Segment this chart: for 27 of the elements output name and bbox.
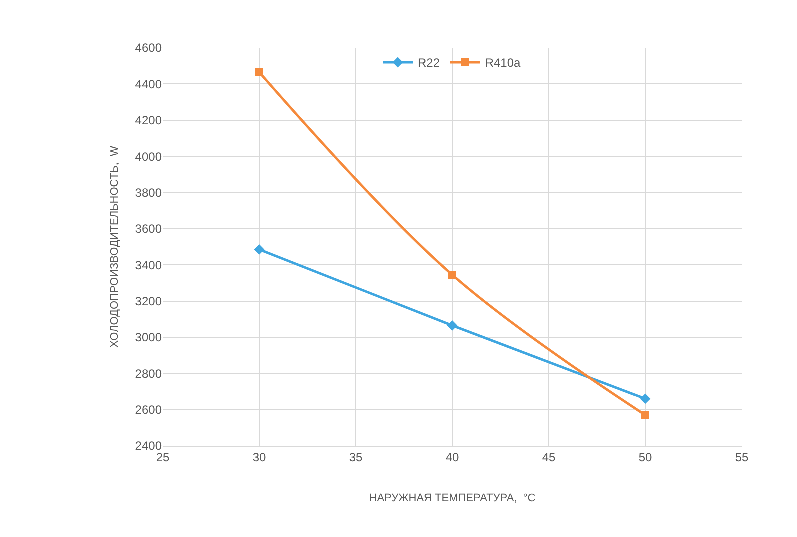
point <box>447 320 458 331</box>
point <box>448 271 456 280</box>
x-tick-label: 40 <box>446 450 460 464</box>
y-tick-label: 4400 <box>135 77 162 92</box>
y-tick-label: 2800 <box>135 366 162 381</box>
point <box>254 244 265 255</box>
point <box>256 68 264 76</box>
point <box>642 411 650 420</box>
y-tick-label: 4200 <box>135 114 162 128</box>
x-tick-label: 30 <box>252 450 266 464</box>
x-axis-title: НАРУЖНАЯ ТЕМПЕРАТУРА, °C <box>369 492 536 505</box>
x-tick-label: 35 <box>349 450 363 464</box>
y-tick-label: 3600 <box>135 222 162 236</box>
y-tick-label: 3200 <box>135 294 162 308</box>
y-tick-label: 4000 <box>135 150 162 164</box>
y-axis-title: ХОЛОДОПРОИЗВОДИТЕЛЬНОСТЬ, W <box>108 146 121 348</box>
y-tick-label: 3000 <box>135 330 162 345</box>
x-tick-label: 55 <box>735 450 749 464</box>
x-tick-label: 45 <box>542 450 556 464</box>
x-tick-label: 50 <box>638 450 652 464</box>
legend-label: R410a <box>485 56 522 70</box>
y-tick-label: 2600 <box>135 403 162 418</box>
y-tick-label: 4600 <box>135 41 162 56</box>
point <box>640 394 651 404</box>
legend-label: R22 <box>418 56 440 70</box>
y-tick-label: 3400 <box>135 258 162 272</box>
y-tick-label: 3800 <box>135 186 162 200</box>
